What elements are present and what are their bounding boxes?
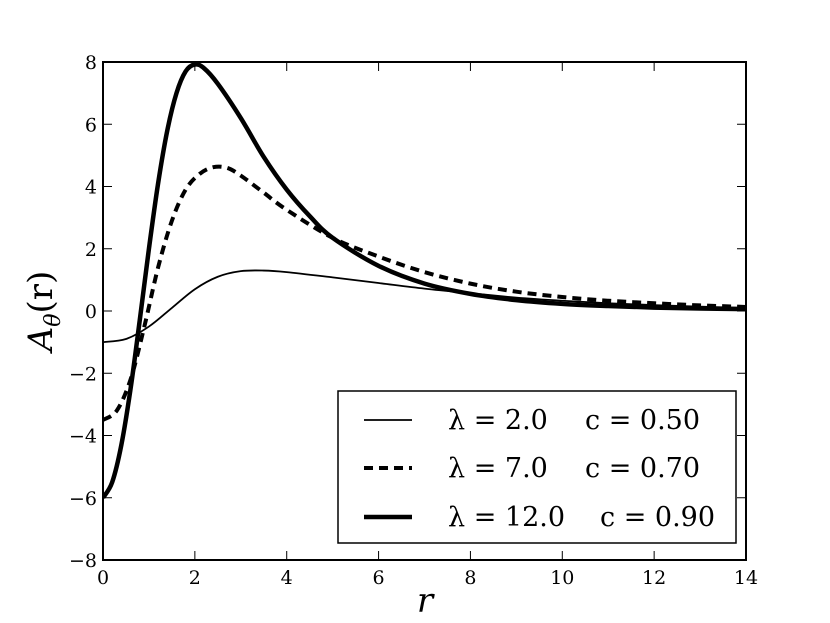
tick-layer: 0 2 4 6 8 10 12 14 −8 −6 −4 −2 0 2 4 6 8 [69, 52, 758, 589]
legend-lambda-label: λ = 12.0 [448, 502, 565, 533]
y-axis-title-arg: (r) [21, 271, 61, 314]
y-tick-label: 6 [85, 114, 97, 136]
y-tick-label: −4 [69, 426, 97, 448]
y-tick-label: 0 [85, 301, 97, 323]
x-tick-label: 2 [189, 567, 201, 589]
y-tick-label: −8 [69, 550, 97, 572]
legend-c-label: c = 0.90 [600, 502, 715, 533]
y-tick-label: 8 [85, 52, 97, 74]
x-tick-label: 10 [550, 567, 574, 589]
x-tick-label: 4 [281, 567, 293, 589]
legend: λ = 2.0 c = 0.50 λ = 7.0 c = 0.70 λ = 12… [337, 390, 737, 544]
legend-c-label: c = 0.70 [585, 453, 700, 484]
y-tick-label: 4 [85, 177, 97, 199]
y-tick-label: 2 [85, 239, 97, 261]
series-layer [103, 62, 746, 500]
y-tick-label: −6 [69, 488, 97, 510]
y-axis-title-subscript: θ [41, 313, 66, 326]
x-tick-label: 14 [734, 567, 758, 589]
series-line-2 [103, 164, 746, 422]
x-axis-title: r [417, 581, 435, 621]
series-line-1 [103, 269, 746, 344]
x-tick-label: 0 [97, 567, 109, 589]
x-tick-label: 6 [373, 567, 385, 589]
x-tick-label: 8 [464, 567, 476, 589]
series-line-3 [103, 62, 746, 500]
legend-lambda-label: λ = 2.0 [448, 405, 548, 436]
y-tick-label: −2 [69, 363, 97, 385]
legend-c-label: c = 0.50 [585, 405, 700, 436]
y-axis-title: Aθ(r) [21, 271, 66, 355]
y-axis-title-base: A [21, 327, 61, 355]
legend-lambda-label: λ = 7.0 [448, 453, 548, 484]
x-tick-label: 12 [642, 567, 666, 589]
